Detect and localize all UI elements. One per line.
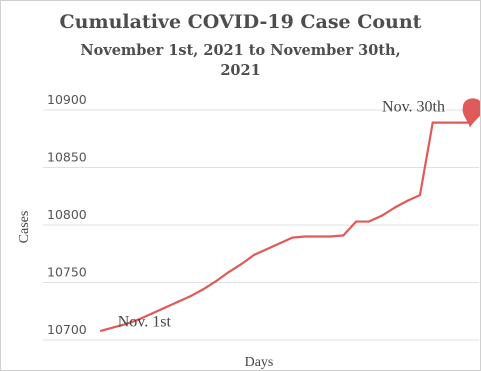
series-segment-13	[253, 248, 268, 256]
series-segment-1	[99, 326, 115, 332]
series-segment-9	[201, 280, 217, 291]
series-segment-15	[278, 236, 294, 245]
x-axis-label: Days	[245, 355, 274, 370]
chart-subtitle: November 1st, 2021 to November 30th, 202…	[1, 41, 480, 81]
series-segment-3	[125, 318, 141, 325]
series-segment-22	[367, 214, 383, 223]
series-segment-25	[406, 194, 422, 202]
series-segment-26	[418, 121, 434, 197]
y-tick-label-10900: 10900	[47, 92, 87, 107]
chart-subtitle-line-2: 2021	[220, 62, 261, 79]
series-segment-6	[163, 300, 179, 309]
y-tick-label-10850: 10850	[47, 150, 87, 165]
y-tick-labels: 10700 10750 10800 10850 10900	[47, 92, 87, 337]
annotation-start: Nov. 1st	[118, 313, 172, 330]
series-segment-8	[189, 288, 205, 298]
series-segment-7	[176, 295, 192, 304]
y-axis-label: Cases	[17, 211, 32, 244]
series-segment-24	[393, 199, 409, 209]
chart-subtitle-line-1: November 1st, 2021 to November 30th,	[80, 42, 401, 59]
annotation-end: Nov. 30th	[382, 99, 445, 116]
annotations: Nov. 1st Nov. 30th	[118, 99, 445, 331]
series-segment-19	[329, 234, 345, 238]
series-segment-14	[265, 242, 281, 251]
series-segment-23	[380, 206, 396, 217]
series-segment-16	[291, 235, 307, 239]
series-segment-4	[138, 312, 154, 321]
series-segment-11	[227, 263, 243, 274]
y-tick-label-10700: 10700	[47, 322, 87, 337]
gridlines	[43, 109, 479, 341]
y-tick-label-10800: 10800	[47, 207, 87, 222]
y-tick-label-10750: 10750	[47, 265, 87, 280]
chart-title: Cumulative COVID-19 Case Count	[59, 11, 422, 33]
series-segment-10	[214, 271, 230, 283]
series-segment-20	[342, 220, 358, 237]
series-segment-5	[150, 306, 166, 315]
series-lines	[99, 98, 480, 332]
series-segment-2	[112, 322, 128, 329]
series-segment-12	[240, 253, 256, 266]
end-marker	[462, 98, 480, 128]
